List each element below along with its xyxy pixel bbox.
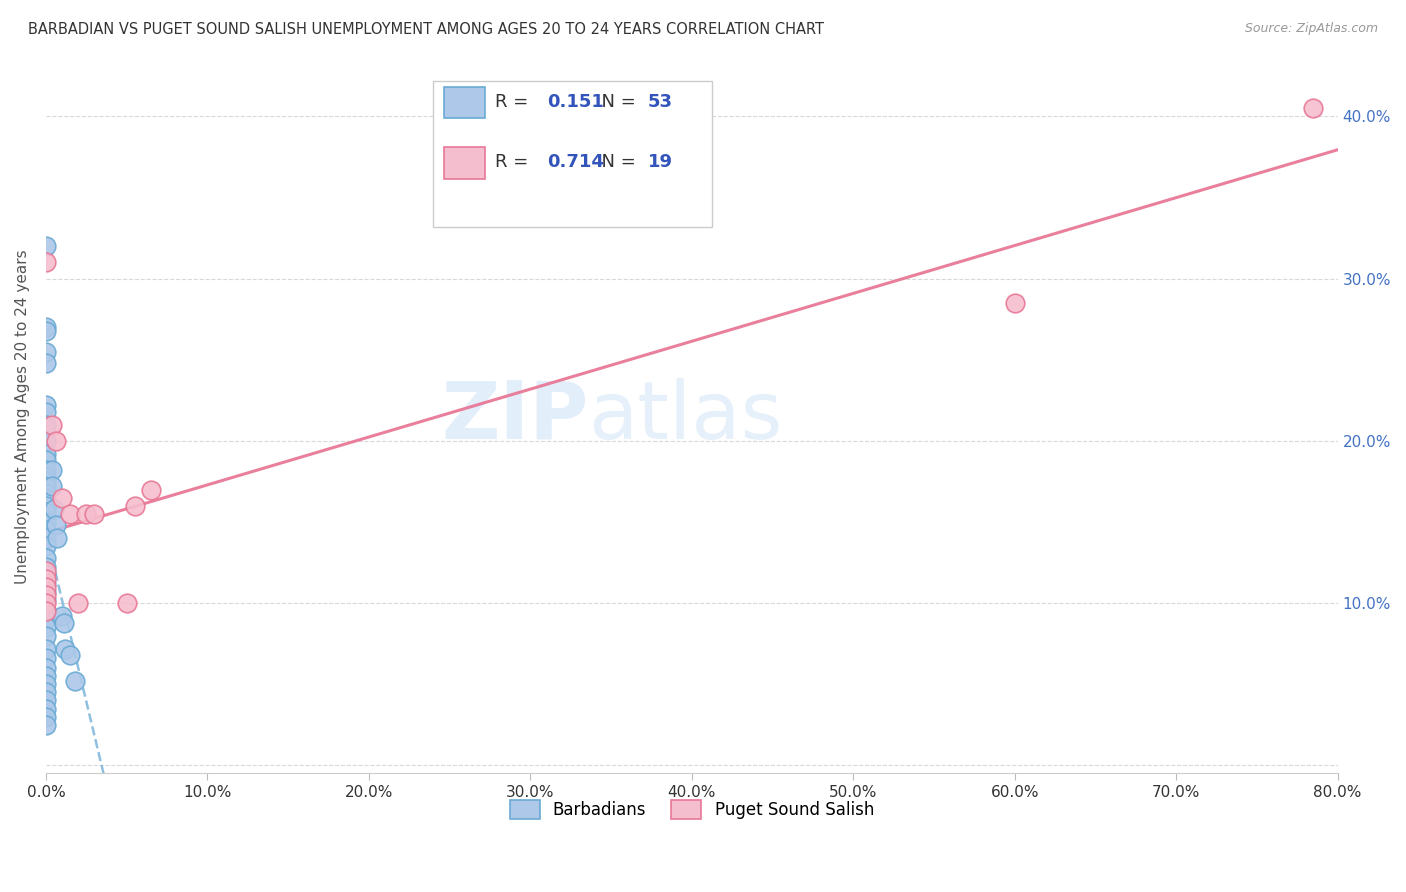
Text: atlas: atlas: [589, 377, 783, 456]
Point: [35, 628, 58, 642]
Point: [35, 718, 58, 732]
Point: [35, 239, 58, 253]
Point: [35, 344, 58, 359]
Text: N =: N =: [589, 153, 641, 171]
Text: 53: 53: [648, 93, 673, 111]
Point: [75, 507, 97, 521]
Text: BARBADIAN VS PUGET SOUND SALISH UNEMPLOYMENT AMONG AGES 20 TO 24 YEARS CORRELATI: BARBADIAN VS PUGET SOUND SALISH UNEMPLOY…: [28, 22, 824, 37]
Point: [35, 604, 58, 618]
Text: 0.151: 0.151: [547, 93, 605, 111]
Point: [35, 523, 58, 537]
Point: [59, 648, 82, 662]
Point: [35, 651, 58, 665]
Point: [35, 479, 58, 493]
Point: [35, 566, 58, 581]
Point: [51, 491, 73, 505]
Legend: Barbadians, Puget Sound Salish: Barbadians, Puget Sound Salish: [503, 793, 880, 826]
Point: [41, 463, 63, 477]
Point: [35, 463, 58, 477]
Point: [35, 661, 58, 675]
Point: [35, 539, 58, 553]
Point: [35, 469, 58, 483]
Point: [35, 434, 58, 448]
Point: [41, 479, 63, 493]
Point: [35, 564, 58, 578]
Point: [46, 531, 69, 545]
Text: R =: R =: [495, 93, 534, 111]
Point: [51, 609, 73, 624]
Point: [35, 677, 58, 691]
Point: [1004, 296, 1026, 310]
Point: [35, 485, 58, 500]
Point: [35, 602, 58, 616]
Point: [35, 612, 58, 626]
Point: [35, 588, 58, 602]
Point: [83, 507, 105, 521]
Point: [35, 576, 58, 591]
Text: Source: ZipAtlas.com: Source: ZipAtlas.com: [1244, 22, 1378, 36]
Point: [41, 417, 63, 432]
Point: [35, 531, 58, 545]
Point: [35, 475, 58, 489]
Point: [35, 515, 58, 529]
Point: [35, 356, 58, 370]
Point: [35, 572, 58, 586]
Point: [35, 592, 58, 607]
Y-axis label: Unemployment Among Ages 20 to 24 years: Unemployment Among Ages 20 to 24 years: [15, 249, 30, 584]
Point: [35, 641, 58, 656]
Text: 0.714: 0.714: [547, 153, 605, 171]
Point: [35, 560, 58, 574]
Point: [35, 669, 58, 683]
Point: [52, 615, 75, 630]
Point: [35, 447, 58, 461]
Point: [35, 550, 58, 565]
Point: [124, 499, 146, 513]
Point: [53, 641, 76, 656]
Point: [45, 434, 67, 448]
Point: [35, 580, 58, 594]
Point: [42, 502, 65, 516]
FancyBboxPatch shape: [433, 81, 713, 227]
Point: [45, 518, 67, 533]
Point: [67, 596, 90, 610]
Point: [63, 673, 86, 688]
Point: [35, 693, 58, 707]
Text: R =: R =: [495, 153, 534, 171]
Text: ZIP: ZIP: [441, 377, 589, 456]
Bar: [444, 87, 485, 118]
Point: [35, 709, 58, 723]
Point: [59, 507, 82, 521]
Point: [35, 620, 58, 634]
Point: [35, 685, 58, 699]
Bar: [444, 147, 485, 178]
Point: [139, 483, 162, 497]
Point: [35, 404, 58, 418]
Point: [35, 324, 58, 338]
Point: [35, 417, 58, 432]
Point: [115, 596, 138, 610]
Point: [35, 255, 58, 269]
Point: [35, 492, 58, 507]
Point: [35, 596, 58, 610]
Text: 19: 19: [648, 153, 673, 171]
Point: [35, 499, 58, 513]
Point: [35, 320, 58, 334]
Point: [35, 453, 58, 467]
Point: [35, 398, 58, 412]
Point: [1302, 101, 1324, 115]
Point: [35, 701, 58, 715]
Point: [35, 584, 58, 599]
Point: [35, 505, 58, 519]
Text: N =: N =: [589, 93, 641, 111]
